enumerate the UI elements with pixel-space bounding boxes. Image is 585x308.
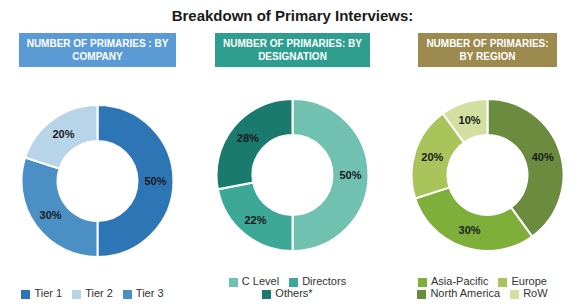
html-text:Breakdown of Primary Interview: Breakdown of Primary Interviews: [171,6,414,24]
svg-text:50%: 50% [339,169,361,181]
html-text:NUMBER OF PRIMARIES: BY REGION: NUMBER OF PRIMARIES: BY REGION [426,38,549,62]
html-text:NUMBER OF PRIMARIES : BY COMPA: NUMBER OF PRIMARIES : BY COMPANY [26,38,169,62]
svg-text:28%: 28% [237,132,259,144]
svg-text:20%: 20% [52,128,74,140]
html-text:Others*: Others* [275,287,313,299]
html-text:Tier 1: Tier 1 [34,287,63,299]
html-text:RoW: RoW [523,287,548,299]
svg-text:30%: 30% [459,224,481,236]
html-text:North America: North America [430,287,501,299]
svg-text:22%: 22% [245,214,267,226]
html-text:Directors: Directors [302,275,347,287]
svg-text:50%: 50% [144,175,166,187]
html-text:Asia-Pacific: Asia-Pacific [431,275,489,287]
svg-text:30%: 30% [40,209,62,221]
html-text:Tier 2: Tier 2 [85,287,113,299]
svg-text:40%: 40% [532,151,554,163]
html-text:C Level: C Level [241,275,280,287]
html-text:NUMBER OF PRIMARIES: BY DESIGN: NUMBER OF PRIMARIES: BY DESIGNATION [223,38,362,62]
html-text:Europe: Europe [511,275,547,287]
svg-text:20%: 20% [421,151,443,163]
html-text:Tier 3: Tier 3 [135,287,164,299]
svg-text:10%: 10% [459,114,481,126]
